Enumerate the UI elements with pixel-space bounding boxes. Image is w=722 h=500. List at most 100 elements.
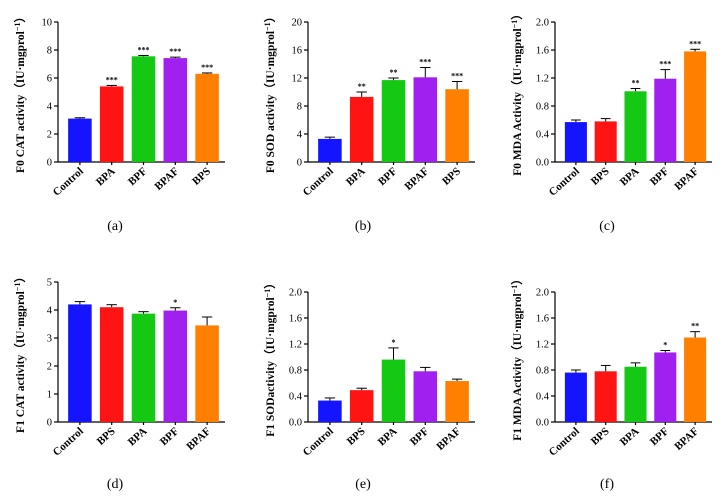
x-tick-label: BPS: [190, 165, 213, 187]
bar-bpa: [624, 366, 647, 422]
y-tick-label: 1.2: [289, 340, 302, 351]
x-tick-label: Control: [547, 165, 582, 198]
x-tick-label: BPA: [344, 165, 368, 188]
x-tick-label: BPAF: [184, 425, 213, 453]
x-tick-label: BPA: [126, 425, 150, 448]
x-tick-label: BPAF: [672, 165, 701, 193]
y-tick-label: 0.0: [536, 418, 549, 429]
y-axis-label: F0 MDA Activity（IU·mgprol−1）: [510, 8, 524, 175]
bar-control: [564, 372, 587, 422]
x-tick-label: BPS: [440, 165, 463, 187]
bar-control: [318, 138, 342, 162]
y-axis-label: F1 CAT activity（IU·mgprol−1）: [13, 271, 27, 433]
panel-caption: (c): [599, 219, 615, 234]
y-tick-label: 0: [47, 418, 52, 429]
x-tick-label: Control: [51, 425, 86, 458]
x-tick-label: BPAF: [153, 165, 182, 193]
y-tick-label: 0.8: [536, 366, 549, 377]
significance-marker: **: [691, 322, 699, 331]
x-tick-label: BPA: [94, 165, 118, 188]
bar-bpa: [381, 359, 406, 422]
x-tick-label: BPA: [376, 425, 400, 448]
y-tick-label: 0.0: [536, 158, 549, 169]
y-axis-label: F1 MDA Activity（IU·mgprol−1）: [510, 273, 524, 440]
y-tick-label: 2: [47, 130, 52, 141]
bar-bpf: [654, 78, 677, 162]
y-tick-label: 1.2: [536, 340, 549, 351]
bar-control: [68, 118, 92, 162]
y-tick-label: 16: [292, 46, 303, 57]
y-axis-label: F0 CAT activity（IU·mgprol−1）: [13, 11, 27, 173]
x-tick-label: BPF: [648, 425, 672, 448]
y-axis-label: F1 SODactivity（IU·mgprol−1）: [263, 277, 277, 436]
y-tick-label: 1.6: [536, 314, 549, 325]
bar-bps: [195, 73, 219, 162]
bar-control: [68, 304, 92, 422]
bar-bpf: [381, 80, 406, 162]
chart-panel-3: 0.0 0.4 0.8 1.2 1.6 2.0 F0 MDA Activity（IU·mgp…: [510, 8, 712, 234]
y-tick-label: 10: [42, 18, 53, 29]
panel-caption: (b): [355, 219, 372, 234]
chart-panel-6: 0.0 0.4 0.8 1.2 1.6 2.0 F1 MDA Activity（IU·mgp…: [510, 273, 712, 492]
y-tick-label: 0.0: [289, 418, 302, 429]
x-tick-label: Control: [301, 165, 336, 198]
significance-marker: **: [390, 68, 398, 77]
bar-control: [318, 400, 342, 422]
y-tick-label: 0: [47, 158, 52, 169]
bar-bps: [99, 307, 124, 422]
significance-marker: ***: [201, 63, 213, 72]
bar-bps: [445, 89, 469, 162]
chart-panel-5: 0.0 0.4 0.8 1.2 1.6 2.0 F1 SODactivity（IU·mgpr…: [263, 277, 475, 492]
y-tick-label: 8: [47, 46, 52, 57]
y-tick-label: 1.6: [536, 46, 549, 57]
x-tick-label: BPA: [618, 165, 642, 188]
x-tick-label: BPS: [589, 165, 612, 187]
y-tick-label: 0: [297, 158, 302, 169]
x-tick-label: BPF: [158, 425, 182, 448]
y-tick-label: 0.8: [536, 102, 549, 113]
y-tick-label: 6: [47, 74, 52, 85]
y-axis-label: F0 SOD activity（IU·mgprol−1）: [263, 11, 277, 173]
significance-marker: ***: [689, 39, 701, 48]
significance-marker: ***: [169, 47, 181, 56]
x-tick-label: BPF: [376, 165, 400, 188]
bar-bpa: [349, 96, 374, 162]
bar-bpaf: [195, 325, 219, 422]
significance-marker: *: [173, 298, 177, 307]
y-tick-label: 4: [47, 306, 53, 317]
bar-bps: [594, 121, 617, 162]
bar-bpf: [131, 56, 156, 162]
significance-marker: ***: [451, 72, 463, 81]
x-tick-label: BPAF: [403, 165, 432, 193]
bar-bps: [349, 390, 374, 422]
x-tick-label: Control: [51, 165, 86, 198]
y-tick-label: 2.0: [536, 288, 549, 299]
bar-bpf: [654, 352, 677, 422]
y-tick-label: 2: [47, 362, 52, 373]
x-tick-label: BPA: [618, 425, 642, 448]
significance-marker: ***: [106, 75, 118, 84]
bar-bpf: [413, 371, 438, 422]
x-tick-label: BPF: [648, 165, 672, 188]
significance-marker: **: [632, 79, 640, 88]
x-tick-label: Control: [547, 425, 582, 458]
panel-caption: (f): [600, 477, 614, 492]
bar-bpa: [624, 91, 647, 162]
bar-bpaf: [445, 381, 469, 422]
x-tick-label: BPAF: [672, 425, 701, 453]
y-tick-label: 5: [47, 278, 52, 289]
bar-bpa: [99, 86, 124, 162]
significance-marker: *: [663, 341, 667, 350]
y-tick-label: 0.4: [536, 392, 550, 403]
bar-bpaf: [684, 51, 707, 162]
y-tick-label: 0.4: [289, 392, 303, 403]
x-tick-label: BPF: [408, 425, 432, 448]
significance-marker: ***: [659, 60, 671, 69]
significance-marker: *: [392, 338, 396, 347]
y-tick-label: 3: [47, 334, 52, 345]
y-tick-label: 4: [297, 130, 303, 141]
y-tick-label: 1: [47, 390, 52, 401]
chart-panel-2: 0 4 8 12 16 20 F0 SOD activity（IU·mgprol−1） Con…: [263, 11, 475, 234]
panel-caption: (a): [107, 219, 123, 234]
significance-marker: ***: [138, 45, 150, 54]
